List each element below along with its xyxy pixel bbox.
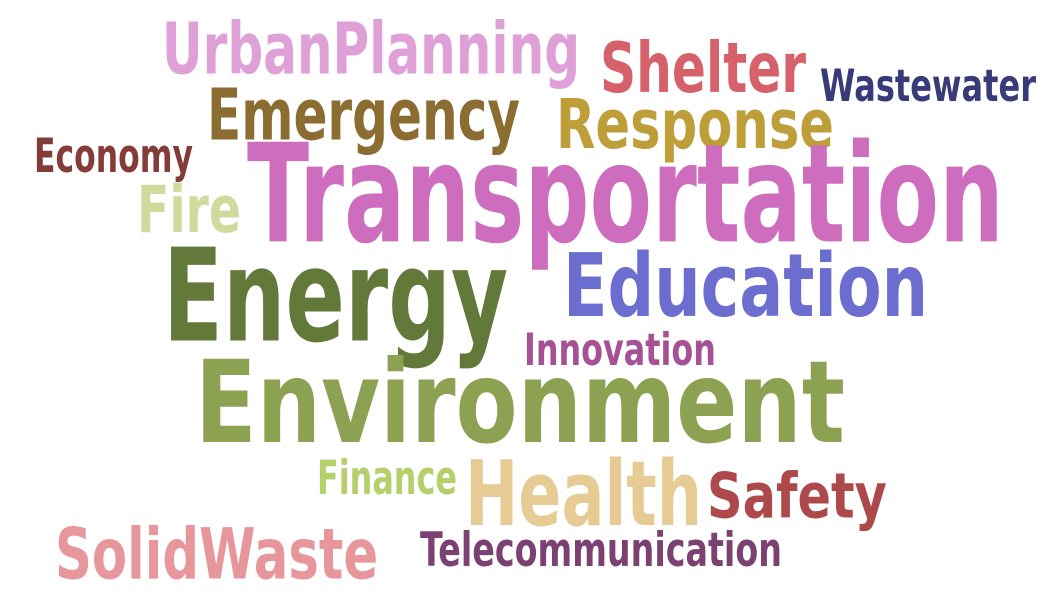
word-energy: Energy: [163, 221, 509, 372]
word-safety: Safety: [707, 460, 887, 533]
word-emergency: Emergency: [207, 74, 521, 158]
word-solidwaste: SolidWaste: [55, 513, 379, 596]
word-finance: Finance: [317, 451, 457, 506]
word-response: Response: [556, 85, 834, 166]
word-urbanplanning: UrbanPlanning: [162, 8, 581, 92]
word-transportation: Transportation: [247, 114, 1004, 274]
word-innovation: Innovation: [524, 324, 716, 376]
word-education: Education: [563, 236, 929, 338]
word-shelter: Shelter: [600, 27, 807, 110]
word-health: Health: [465, 442, 703, 547]
word-wastewater: Wastewater: [820, 60, 1037, 112]
word-environment: Environment: [195, 336, 845, 471]
word-fire: Fire: [137, 170, 242, 248]
word-economy: Economy: [34, 129, 194, 184]
word-telecommunication: Telecommunication: [420, 523, 782, 578]
